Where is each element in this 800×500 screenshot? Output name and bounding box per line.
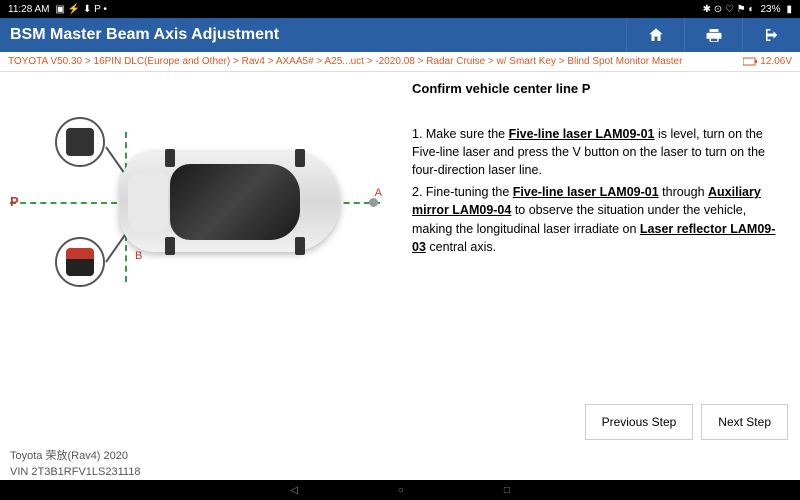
vehicle-info-footer: Toyota 荣放(Rav4) 2020 VIN 2T3B1RFV1LS2311… bbox=[10, 449, 140, 480]
next-step-button[interactable]: Next Step bbox=[701, 404, 788, 440]
label-p: P bbox=[10, 194, 19, 209]
vehicle-model: Toyota 荣放(Rav4) 2020 bbox=[10, 449, 140, 464]
reflector-marker bbox=[369, 198, 378, 207]
status-icons-left: ▣ ⚡ ⬇ P • bbox=[56, 4, 107, 15]
status-icons-right: ✱ ⊙ ♡ ⚑ ◐ bbox=[703, 4, 755, 15]
title-bar: BSM Master Beam Axis Adjustment bbox=[0, 18, 800, 52]
content-area: P A B Confirm vehicle center line P 1. M… bbox=[0, 72, 800, 442]
home-button[interactable] bbox=[626, 18, 684, 52]
label-a: A bbox=[375, 187, 382, 199]
instructions-panel: Confirm vehicle center line P 1. Make su… bbox=[400, 72, 800, 442]
step-2: 2. Fine-tuning the Five-line laser LAM09… bbox=[412, 183, 788, 256]
step-1: 1. Make sure the Five-line laser LAM09-0… bbox=[412, 125, 788, 179]
car-top-view bbox=[120, 152, 340, 252]
recent-nav-icon[interactable]: □ bbox=[504, 485, 510, 496]
previous-step-button[interactable]: Previous Step bbox=[585, 404, 694, 440]
vehicle-vin: VIN 2T3B1RFV1LS231118 bbox=[10, 465, 140, 480]
instruction-heading: Confirm vehicle center line P bbox=[412, 80, 788, 99]
battery-voltage: 12.06V bbox=[743, 56, 792, 67]
breadcrumb-path: TOYOTA V50.30 > 16PIN DLC(Europe and Oth… bbox=[8, 56, 735, 67]
status-time: 11:28 AM bbox=[8, 4, 50, 15]
android-status-bar: 11:28 AM ▣ ⚡ ⬇ P • ✱ ⊙ ♡ ⚑ ◐ 23% ▮ bbox=[0, 0, 800, 18]
exit-button[interactable] bbox=[742, 18, 800, 52]
home-nav-icon[interactable]: ○ bbox=[398, 485, 404, 496]
back-nav-icon[interactable]: ◁ bbox=[290, 485, 298, 496]
android-nav-bar: ◁ ○ □ bbox=[0, 480, 800, 500]
breadcrumb-bar: TOYOTA V50.30 > 16PIN DLC(Europe and Oth… bbox=[0, 52, 800, 72]
page-title: BSM Master Beam Axis Adjustment bbox=[0, 26, 279, 44]
status-battery: 23% bbox=[760, 4, 780, 15]
device-mirror bbox=[55, 117, 105, 167]
device-laser bbox=[55, 237, 105, 287]
vehicle-diagram: P A B bbox=[0, 72, 400, 442]
print-button[interactable] bbox=[684, 18, 742, 52]
